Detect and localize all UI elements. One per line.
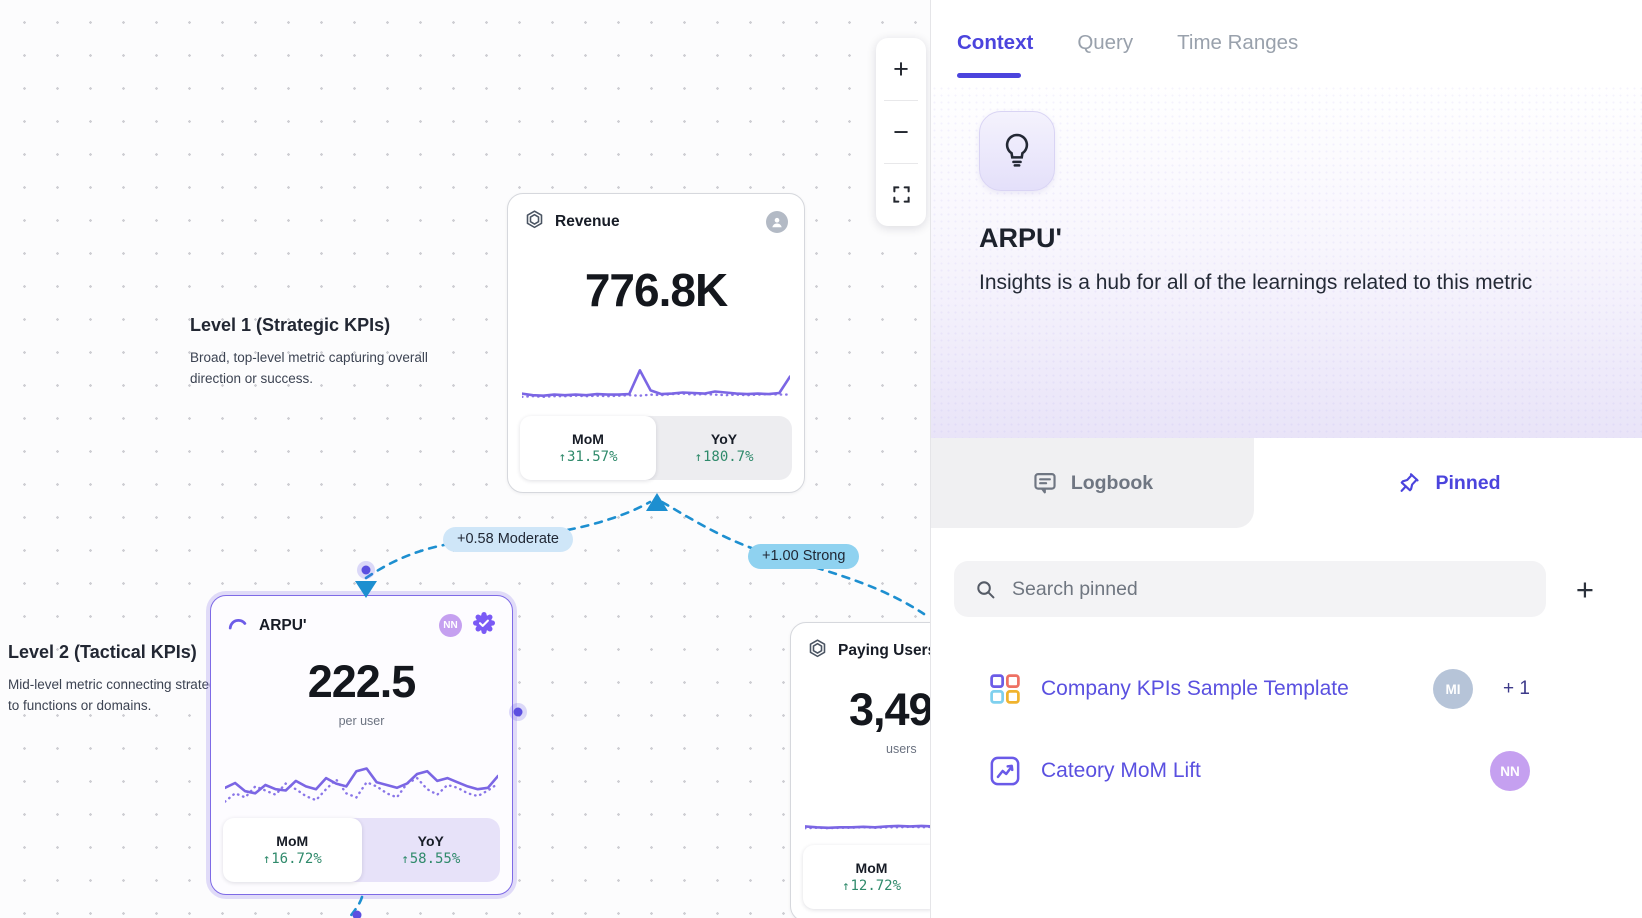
panel-tab-bar: Context Query Time Ranges [931, 0, 1642, 85]
arpu-sparkline [225, 767, 498, 803]
tab-context[interactable]: Context [957, 0, 1033, 85]
tab-time-ranges[interactable]: Time Ranges [1177, 30, 1299, 54]
revenue-sparkline [522, 368, 790, 399]
context-subtabs: Logbook Pinned [931, 438, 1642, 528]
fit-view-icon [892, 180, 911, 211]
yoy-value: ↑58.55% [401, 851, 461, 867]
add-pinned-button[interactable]: + [1575, 571, 1594, 607]
up-arrow-icon: ↑ [558, 449, 566, 464]
subtab-pinned[interactable]: Pinned [1254, 438, 1642, 528]
fit-view-button[interactable] [876, 164, 926, 226]
paying-mom-toggle[interactable]: MoM ↑12.72% [803, 845, 930, 909]
revenue-stats: MoM ↑31.57% YoY ↑180.7% [520, 416, 792, 480]
avatar-mi: MI [1433, 669, 1474, 709]
arpu-yoy-toggle[interactable]: YoY ↑58.55% [362, 818, 501, 882]
canvas-zoom-toolbar: + − [876, 38, 926, 226]
up-arrow-icon: ↑ [262, 851, 271, 866]
level-2-description: Mid-level metric connecting strategy to … [8, 677, 224, 713]
lightbulb-tile [979, 111, 1055, 191]
search-pinned-input[interactable] [1012, 577, 1526, 601]
level-2-note[interactable]: Level 2 (Tactical KPIs) Mid-level metric… [8, 642, 238, 717]
mom-value: ↑31.57% [558, 449, 618, 465]
line-chart-icon [990, 756, 1020, 786]
yoy-label: YoY [417, 833, 444, 849]
up-arrow-icon: ↑ [841, 878, 850, 893]
lightbulb-icon [1005, 133, 1029, 167]
verified-badge-icon [472, 611, 496, 640]
minus-icon: − [893, 116, 909, 147]
pinned-item-cateory-mom-lift[interactable]: Cateory MoM Lift NN [989, 751, 1530, 791]
paying-unit: users [886, 742, 917, 756]
arpu-card-title: ARPU' [259, 616, 307, 634]
revenue-mom-toggle[interactable]: MoM ↑31.57% [520, 416, 656, 480]
mom-value: ↑16.72% [262, 851, 322, 867]
subtab-logbook[interactable]: Logbook [931, 438, 1254, 528]
pinned-label: Pinned [1435, 471, 1501, 494]
metric-card-paying-users[interactable]: Paying Users' 3,49 users MoM ↑12.72% [790, 622, 930, 918]
level-2-title: Level 2 (Tactical KPIs) [8, 642, 197, 662]
yoy-label: YoY [710, 431, 738, 447]
mom-label: MoM [855, 860, 888, 876]
mom-value: ↑12.72% [841, 878, 902, 894]
up-arrow-icon: ↑ [694, 449, 702, 464]
paying-sparkline [805, 824, 930, 830]
revenue-value: 776.8K [584, 264, 728, 316]
revenue-yoy-toggle[interactable]: YoY ↑180.7% [656, 416, 792, 480]
metric-description: Insights is a hub for all of the learnin… [979, 271, 1533, 294]
hexagon-metric-icon [807, 638, 828, 664]
paying-card-title: Paying Users' [838, 642, 930, 659]
up-arrow-icon: ↑ [401, 851, 409, 866]
level-1-description: Broad, top-level metric capturing overal… [190, 350, 428, 386]
grid-template-icon [990, 674, 1020, 704]
pin-icon [1401, 472, 1420, 492]
mom-label: MoM [572, 431, 604, 447]
correlation-label-strong[interactable]: +1.00 Strong [748, 544, 860, 569]
zoom-out-button[interactable]: − [876, 101, 926, 163]
pinned-panel-body: + Company KPIs Sample Template MI + 1 [931, 528, 1642, 918]
owner-avatar-nn: NN [439, 614, 462, 637]
arpu-unit: per user [338, 714, 385, 728]
search-box[interactable] [954, 561, 1546, 617]
metric-tree-canvas[interactable]: Level 1 (Strategic KPIs) Broad, top-leve… [0, 0, 930, 918]
correlation-label-moderate[interactable]: +0.58 Moderate [443, 527, 573, 552]
extra-collaborators-count: + 1 [1503, 678, 1530, 699]
arpu-mom-toggle[interactable]: MoM ↑16.72% [223, 818, 362, 882]
revenue-card-title: Revenue [555, 213, 620, 230]
zoom-in-button[interactable]: + [876, 38, 926, 100]
detail-panel: Context Query Time Ranges ARPU' Insights… [930, 0, 1642, 918]
logbook-icon [1034, 473, 1056, 494]
paying-stats: MoM ↑12.72% [803, 845, 930, 909]
avatar-nn: NN [1490, 751, 1530, 791]
level-1-note[interactable]: Level 1 (Strategic KPIs) Broad, top-leve… [190, 315, 435, 390]
plus-icon: + [893, 53, 909, 84]
logbook-label: Logbook [1070, 471, 1154, 494]
metric-card-arpu[interactable]: ARPU' NN 222.5 [210, 595, 513, 895]
arc-metric-icon [227, 614, 249, 637]
pinned-item-label: Company KPIs Sample Template [1041, 677, 1349, 700]
level-1-title: Level 1 (Strategic KPIs) [190, 315, 391, 335]
paying-value: 3,49 [849, 684, 930, 735]
pinned-item-label: Cateory MoM Lift [1041, 759, 1201, 782]
toolbar-divider [884, 163, 918, 164]
mom-label: MoM [276, 833, 309, 849]
hexagon-metric-icon [524, 209, 545, 235]
arpu-card-header: ARPU' NN [211, 596, 512, 646]
paying-card-header: Paying Users' [791, 623, 930, 670]
yoy-value: ↑180.7% [694, 449, 754, 465]
metric-context-hero: ARPU' Insights is a hub for all of the l… [931, 85, 1642, 438]
pinned-item-company-kpis[interactable]: Company KPIs Sample Template MI + 1 [989, 669, 1530, 709]
metric-title: ARPU' [979, 223, 1062, 253]
owner-avatar-icon [766, 211, 788, 233]
tab-query[interactable]: Query [1077, 30, 1134, 54]
search-icon [977, 580, 995, 598]
pinned-list: Company KPIs Sample Template MI + 1 Cate… [931, 669, 1642, 791]
metric-card-revenue[interactable]: Revenue 776.8K MoM ↑31.57% YoY ↑180.7% [507, 193, 805, 493]
arpu-stats: MoM ↑16.72% YoY ↑58.55% [223, 818, 500, 882]
revenue-card-header: Revenue [508, 194, 804, 241]
pinned-search-row: + [931, 561, 1642, 617]
toolbar-divider [884, 100, 918, 101]
arpu-value: 222.5 [307, 656, 417, 707]
